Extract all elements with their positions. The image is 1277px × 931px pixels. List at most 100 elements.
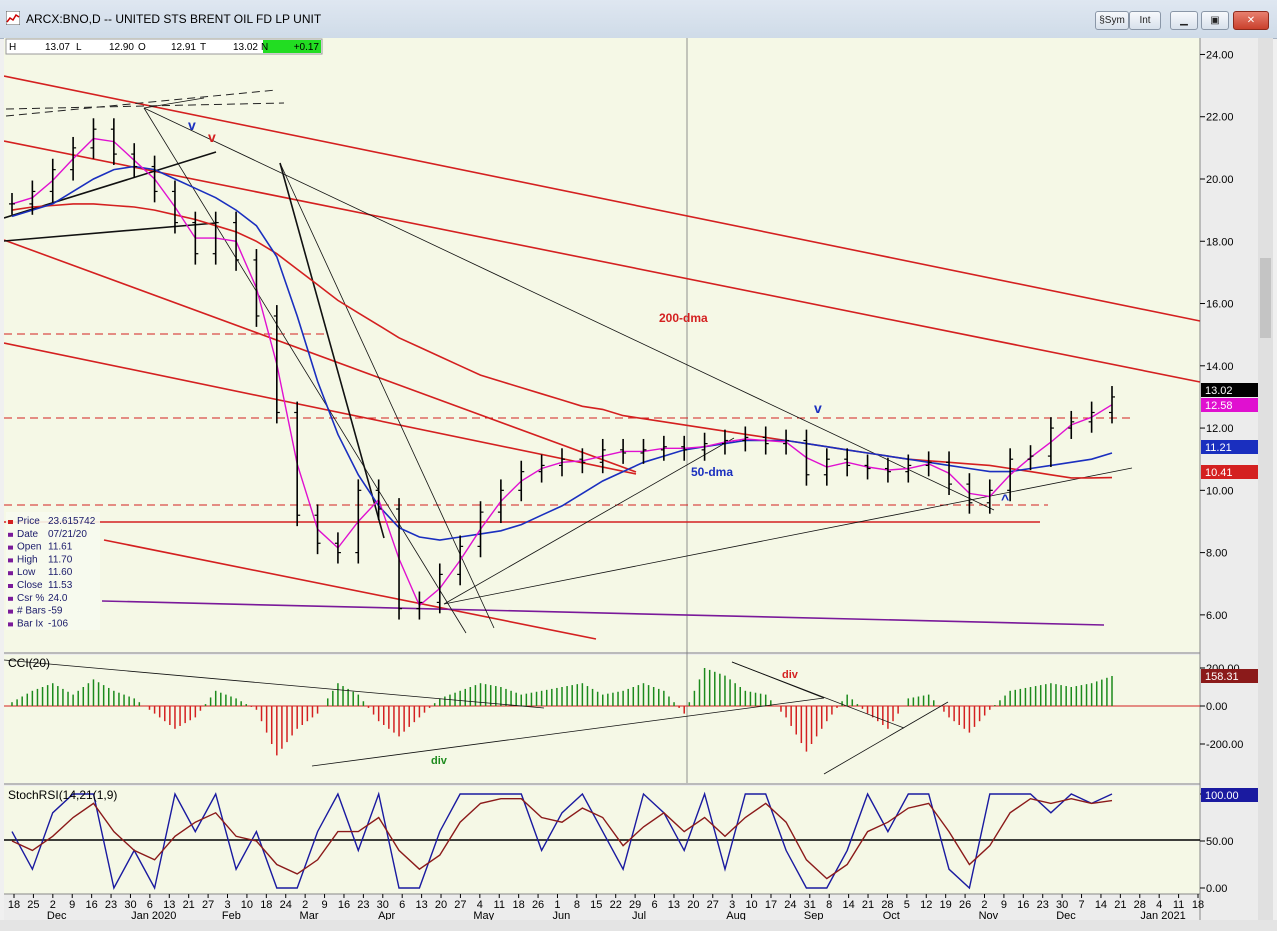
price-bar [314,504,321,555]
x-tick-label: 18 [1192,899,1204,911]
interval-button[interactable]: Int [1129,11,1161,30]
price-bar [171,180,178,234]
price-bar [640,438,647,464]
price-y-axis: 24.00 22.00 20.00 18.00 16.00 14.00 12.00 10.00… [1200,49,1234,622]
value-tag: 10.41 [1201,465,1258,479]
x-month-label: Sep [804,910,824,920]
info-bullet [8,584,13,588]
price-bar [355,479,362,564]
x-tick-label: 15 [590,899,602,911]
info-bullet [8,532,13,537]
vertical-scrollbar[interactable] [1258,38,1273,920]
price-bar [192,211,199,265]
x-tick-label: 30 [377,899,389,911]
x-tick-label: 16 [1017,899,1029,911]
y-tick-label: 16.00 [1206,299,1234,311]
info-value: -106 [48,618,68,629]
x-tick-label: 23 [357,899,369,911]
x-tick-label: 1 [554,899,560,911]
x-tick-label: 23 [105,899,117,911]
x-tick-label: 4 [477,899,483,911]
price-bar [538,454,545,483]
maximize-button[interactable]: ▣ [1201,11,1229,30]
x-tick-label: 24 [784,899,796,911]
x-tick-label: 6 [147,899,153,911]
price-bar [803,429,810,486]
price-bar [212,211,219,265]
price-bar [131,143,138,178]
cci-title: CCI(20) [8,656,50,670]
price-bar [1027,445,1034,471]
price-bar [559,448,565,477]
label-200dma: 200-dma [659,311,708,325]
minimize-button[interactable]: ▁ [1170,11,1198,30]
info-value: 23.615742 [48,516,96,527]
info-value: -59 [48,606,63,617]
price-panel[interactable] [4,38,1200,652]
ohlc-net-label: N [261,42,268,53]
cci-div-red: div [782,669,799,681]
x-month-label: Dec [1056,910,1076,920]
cci-div-green: div [431,755,448,767]
price-bar [946,451,953,495]
price-bar [721,429,728,455]
x-month-label: Aug [726,910,746,920]
x-month-label: Dec [47,910,67,920]
price-bar [1068,410,1075,439]
x-tick-label: 16 [338,899,350,911]
x-tick-label: 2 [302,899,308,911]
value-tag: 11.21 [1201,440,1258,454]
ohlc-strip: H 13.07 L 12.90 O 12.91 T 13.02 N +0.17 [5,38,323,55]
x-tick-label: 3 [729,899,735,911]
x-tick-label: 26 [532,899,544,911]
price-bar [823,448,830,486]
price-bar [966,473,973,514]
ohlc-high-label: H [9,42,16,53]
x-month-label: Jul [632,910,646,920]
price-bar [762,426,769,455]
x-month-label: Oct [883,910,900,920]
x-month-label: Apr [378,910,395,920]
y-tick-label: 14.00 [1206,361,1234,373]
x-tick-label: 11 [494,899,505,911]
x-month-label: May [473,910,494,920]
marker-v-red: v [208,129,216,145]
x-tick-label: 10 [241,899,253,911]
x-tick-label: 21 [1114,899,1126,911]
title-bar: ARCX:BNO,D -- UNITED STS BRENT OIL FD LP… [0,0,1277,39]
y-tick-label: 6.00 [1206,610,1227,622]
x-month-label: Nov [979,910,999,920]
ohlc-low-label: L [76,42,82,53]
cci-panel[interactable] [4,655,1200,783]
price-bar [49,158,56,203]
stochrsi-fast-line [11,791,1113,890]
label-50dma: 50-dma [691,465,733,479]
interval-button-label: Int [1139,15,1151,26]
close-button[interactable]: ✕ [1233,11,1269,30]
chart-area[interactable]: 200-dma 50-dma v v v ^ H 13.07 L 12.90 O… [3,38,1273,922]
x-tick-label: 9 [69,899,75,911]
info-value: 11.60 [48,567,73,578]
maximize-icon: ▣ [1210,15,1220,26]
price-bar [110,118,117,165]
marker-v-blue: v [188,117,196,133]
price-bar [620,438,627,464]
x-tick-label: 21 [862,899,874,911]
x-tick-label: 18 [513,899,525,911]
window-title: ARCX:BNO,D -- UNITED STS BRENT OIL FD LP… [26,12,322,26]
price-bar [1109,386,1115,424]
symbol-button[interactable]: §Sym [1095,11,1129,30]
chart-svg[interactable]: 200-dma 50-dma v v v ^ H 13.07 L 12.90 O… [3,38,1273,922]
ohlc-open-label: O [138,42,146,53]
ohlc-low-value: 12.90 [109,42,134,53]
scroll-thumb[interactable] [1260,258,1271,338]
y-tick-label: 8.00 [1206,548,1227,560]
x-tick-label: 18 [8,899,20,911]
price-bar [844,448,851,477]
x-tick-label: 9 [321,899,327,911]
price-bar [375,479,382,520]
x-tick-label: 5 [904,899,910,911]
y-tick-label: 50.00 [1206,836,1234,848]
price-bar [457,535,464,586]
x-tick-label: 27 [454,899,466,911]
